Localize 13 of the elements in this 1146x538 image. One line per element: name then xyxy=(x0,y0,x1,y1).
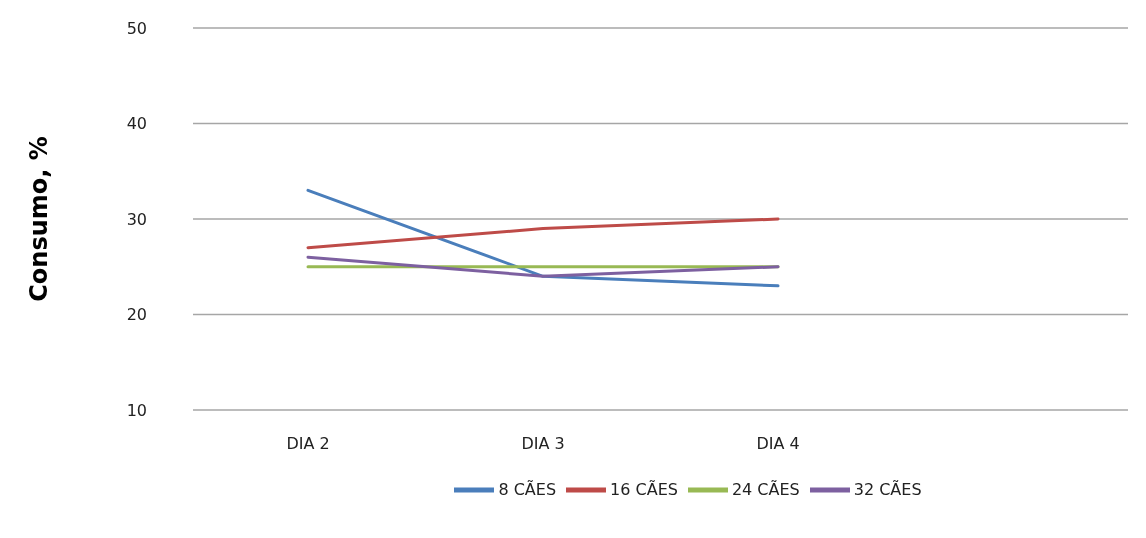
x-tick-label: DIA 2 xyxy=(286,434,330,454)
y-tick-label: 30 xyxy=(126,209,147,229)
y-axis-title: Consumo, % xyxy=(24,136,53,302)
y-tick-label: 40 xyxy=(126,114,147,134)
legend-label: 24 CÃES xyxy=(731,479,800,499)
y-tick-label: 50 xyxy=(126,18,147,38)
x-tick-label: DIA 4 xyxy=(756,434,800,454)
legend-label: 16 CÃES xyxy=(610,479,678,499)
legend-label: 8 CÃES xyxy=(498,479,557,499)
legend-label: 32 CÃES xyxy=(853,479,922,499)
y-tick-label: 10 xyxy=(126,400,147,420)
x-tick-label: DIA 3 xyxy=(521,434,565,454)
y-tick-label: 20 xyxy=(126,305,147,325)
